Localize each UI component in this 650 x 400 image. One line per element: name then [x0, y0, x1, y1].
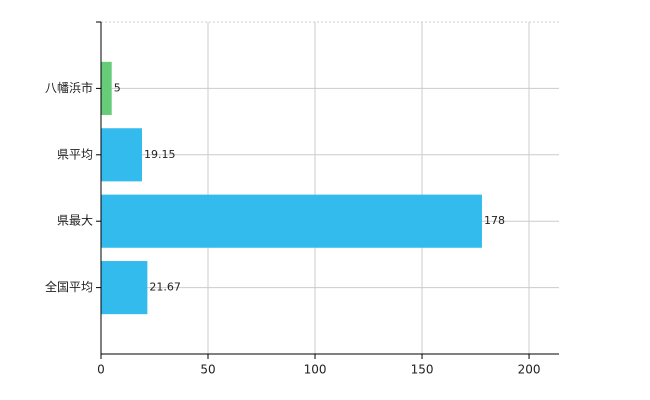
x-tick-label: 50	[200, 363, 215, 377]
bar	[101, 61, 112, 115]
x-tick-label: 150	[411, 363, 434, 377]
x-tick-label: 0	[97, 363, 105, 377]
y-tick-label: 全国平均	[45, 279, 93, 294]
y-tick-label: 八幡浜市	[45, 80, 93, 95]
data-label: 21.67	[149, 281, 181, 294]
x-tick-label: 200	[518, 363, 541, 377]
data-label: 5	[114, 81, 121, 94]
y-tick-label: 県最大	[57, 214, 93, 228]
y-tick-label: 県平均	[57, 147, 93, 161]
bar	[101, 128, 142, 182]
data-label: 178	[484, 214, 505, 227]
data-label: 19.15	[144, 148, 176, 161]
x-tick-label: 100	[304, 363, 327, 377]
bar	[101, 194, 482, 248]
bar	[101, 261, 148, 315]
